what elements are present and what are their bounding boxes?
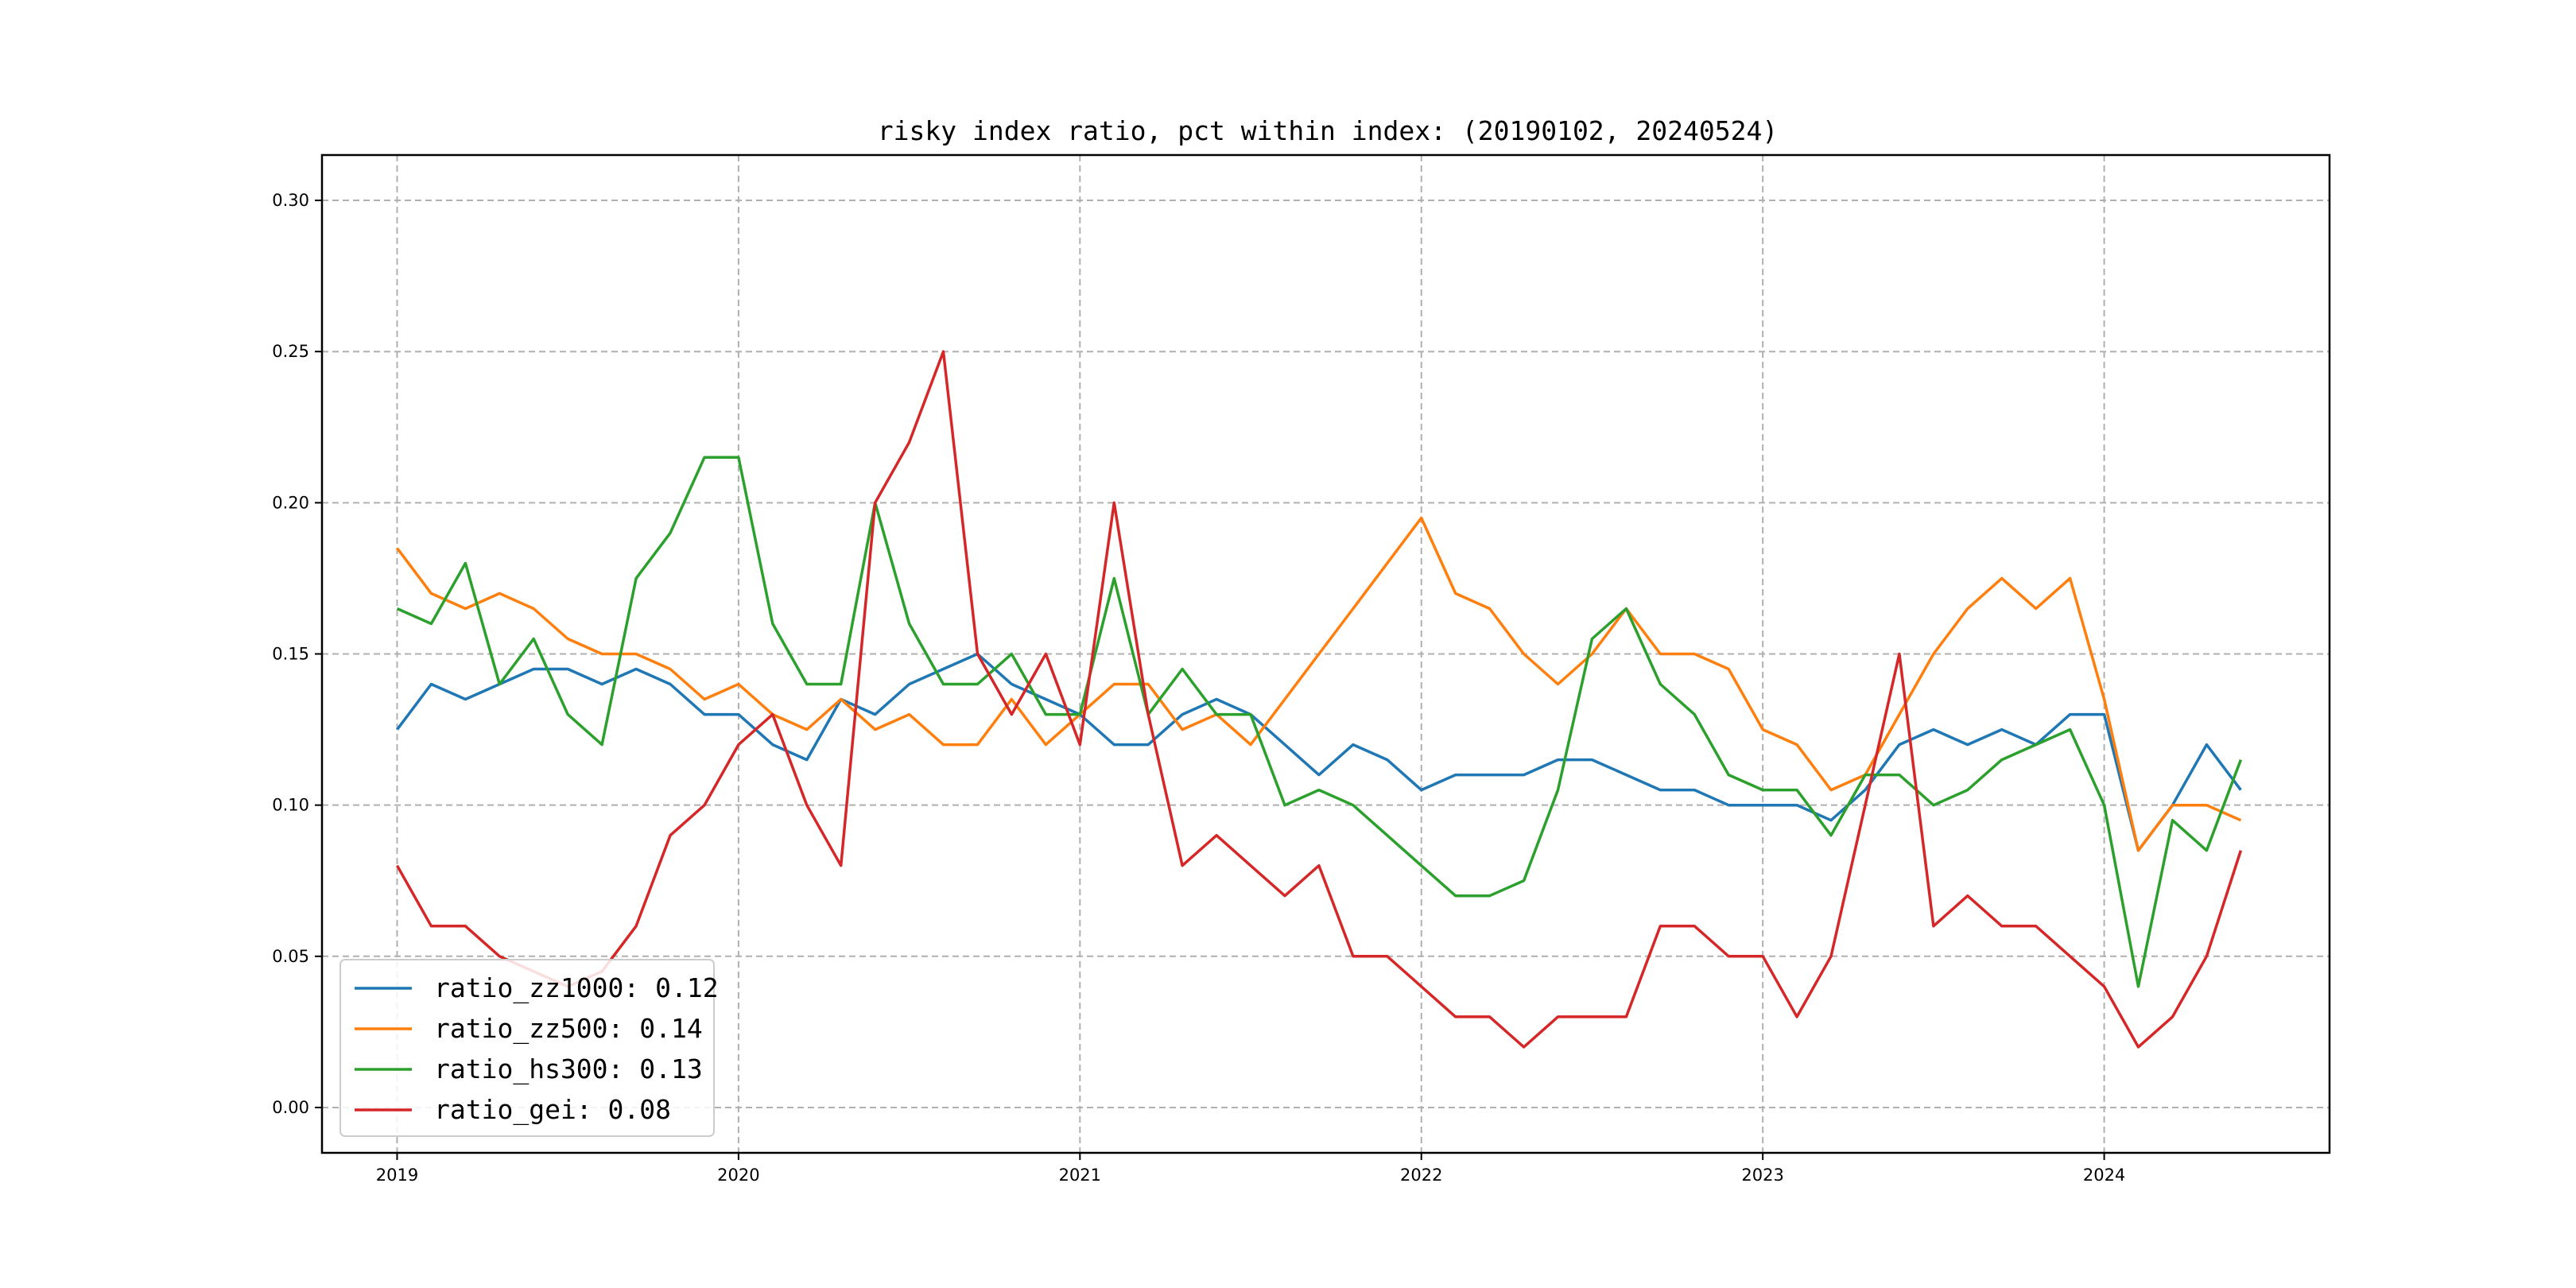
- x-tick-label: 2020: [717, 1166, 759, 1185]
- chart-title: risky index ratio, pct within index: (20…: [878, 115, 1778, 146]
- series-lines: [395, 350, 2243, 1049]
- legend-label: ratio_hs300: 0.13: [434, 1053, 703, 1085]
- legend-box: [339, 959, 715, 1137]
- series-line-ratio-hs300: [396, 456, 2243, 988]
- legend-label: ratio_zz1000: 0.12: [434, 972, 719, 1004]
- x-axis: 2019 2020 2021 2022 2023 2024: [376, 1153, 2125, 1185]
- y-tick-label: 0.30: [272, 191, 309, 210]
- y-axis: 0.00 0.05 0.10 0.15 0.20 0.25 0.30: [272, 191, 322, 1117]
- legend-label: ratio_zz500: 0.14: [434, 1013, 703, 1045]
- legend-label: ratio_gei: 0.08: [434, 1094, 671, 1126]
- y-tick-label: 0.10: [272, 796, 309, 815]
- series-line-ratio-gei: [395, 350, 2243, 1049]
- x-tick-label: 2021: [1059, 1166, 1101, 1185]
- x-tick-label: 2024: [2083, 1166, 2125, 1185]
- y-tick-label: 0.00: [272, 1098, 309, 1117]
- y-tick-label: 0.20: [272, 493, 309, 512]
- x-tick-label: 2022: [1400, 1166, 1442, 1185]
- y-tick-label: 0.25: [272, 342, 309, 361]
- y-tick-label: 0.15: [272, 645, 309, 664]
- series-line-ratio-zz500: [396, 516, 2242, 852]
- x-tick-label: 2019: [376, 1166, 418, 1185]
- gridlines: [322, 155, 2330, 1153]
- x-tick-label: 2023: [1741, 1166, 1783, 1185]
- y-tick-label: 0.05: [272, 947, 309, 966]
- legend: ratio_zz1000: 0.12 ratio_zz500: 0.14 ratio…: [339, 959, 719, 1137]
- series-line-ratio-zz1000: [396, 652, 2242, 852]
